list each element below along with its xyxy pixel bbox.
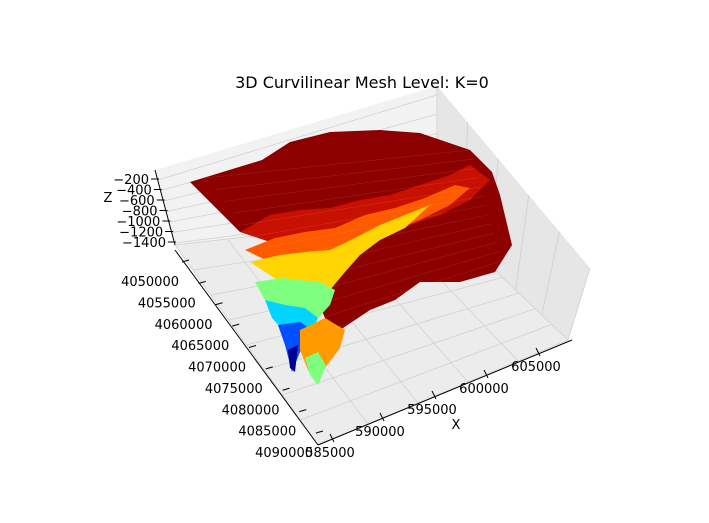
x-tick-label: 600000 [459,382,509,397]
surface-orange-band [245,185,470,272]
y-tick-mark [265,366,273,370]
mesh-line [262,205,487,249]
back-pane-right [437,86,590,340]
chart-title: 3D Curvilinear Mesh Level: K=0 [235,73,489,92]
z-tick-label: −1400 [122,236,166,251]
mesh-line [272,214,489,261]
mesh-line [281,223,492,272]
mesh-line [214,158,473,190]
y-tick-mark [181,259,190,263]
y-tick-label: 4070000 [188,361,246,376]
x-tick-label: 605000 [511,360,561,375]
surface-lower-lobe-green [305,352,326,385]
x-axis-line [317,339,573,446]
gridline [282,308,536,396]
surface-deep-pit [288,345,298,372]
y-tick-mark [198,280,206,284]
surface [190,130,512,385]
x-tick-mark [379,412,385,422]
mesh-lines [204,149,506,331]
surface-green-band [255,278,335,325]
axis-lines [154,169,573,446]
mesh-line [301,242,498,296]
z-tick-label: −600 [119,194,155,209]
mesh-line [204,149,471,179]
y-ticks: 4050000 4055000 4060000 4065000 4070000 40750… [121,259,324,461]
mesh-line [233,177,479,214]
x-tick-label: 590000 [355,425,405,440]
x-tick-mark [535,347,541,357]
x-tick-mark [431,390,437,400]
y-tick-mark [282,387,290,391]
gridline [299,324,552,421]
z-axis-line [154,169,176,246]
mesh-line [291,232,495,284]
x-axis-label: X [452,418,461,433]
y-tick-label: 4060000 [155,318,213,333]
y-tick-label: 4075000 [205,382,263,397]
mesh-line [224,168,476,202]
z-tick-label: −200 [113,173,149,188]
mesh-line [243,186,481,226]
z-tick-label: −800 [122,205,158,220]
y-tick-label: 4055000 [138,296,196,311]
y-tick-mark [215,302,223,306]
x-tick-mark [329,433,335,443]
mesh-line [253,195,484,237]
y-tick-label: 4085000 [238,425,296,440]
y-tick-mark [232,323,240,327]
gridline [541,231,560,316]
x-tick-label: 595000 [407,403,457,418]
mesh-line [320,260,503,319]
mesh-line [329,269,506,331]
surface-yellow-band [250,205,430,295]
z-ticks: −200−400−600−800−1000−1200−1400 [113,173,176,251]
mesh-line [310,251,500,307]
x-tick-label: 585000 [305,446,355,461]
y-tick-label: 4080000 [222,403,280,418]
y-tick-label: 4065000 [171,339,229,354]
z-tick-label: −1200 [119,226,163,241]
gridline [157,94,438,181]
y-axis-line [174,249,319,446]
z-tick-label: −1000 [116,215,160,230]
y-tick-label: 4050000 [121,275,179,290]
z-tick-label: −400 [116,184,152,199]
y-tick-mark [299,409,307,413]
gridline [567,267,591,341]
x-tick-mark [483,369,489,379]
y-tick-label: 4090000 [255,446,313,461]
z-axis-label: Z [104,191,113,206]
gridline [515,195,530,291]
y-tick-mark [315,430,324,434]
y-tick-mark [248,345,257,348]
